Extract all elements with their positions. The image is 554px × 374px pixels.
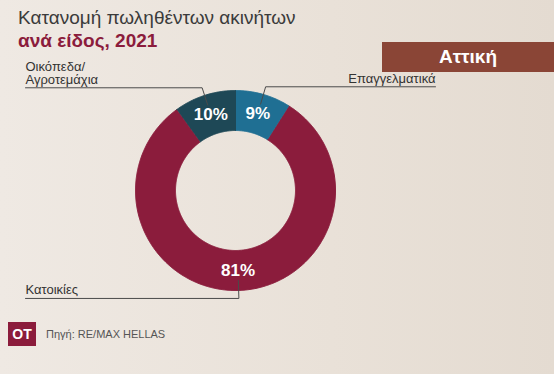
svg-text:Κατοικίες: Κατοικίες — [26, 282, 79, 297]
svg-text:10%: 10% — [194, 105, 228, 124]
html-text:OT: OT — [12, 326, 32, 342]
html-text:Κατανομή πωληθέντων ακινήτων: Κατανομή πωληθέντων ακινήτων — [18, 7, 296, 28]
svg-text:81%: 81% — [221, 261, 255, 280]
html-text:Πηγή: RE/MAX HELLAS: Πηγή: RE/MAX HELLAS — [46, 328, 166, 340]
svg-text:Επαγγελματικά: Επαγγελματικά — [348, 71, 436, 86]
svg-text:Οικόπεδα/Αγροτεμάχια: Οικόπεδα/Αγροτεμάχια — [26, 59, 99, 87]
svg-text:9%: 9% — [246, 104, 271, 123]
html-text:ανά είδος, 2021: ανά είδος, 2021 — [18, 30, 158, 51]
html-text:Αττική: Αττική — [438, 46, 498, 67]
